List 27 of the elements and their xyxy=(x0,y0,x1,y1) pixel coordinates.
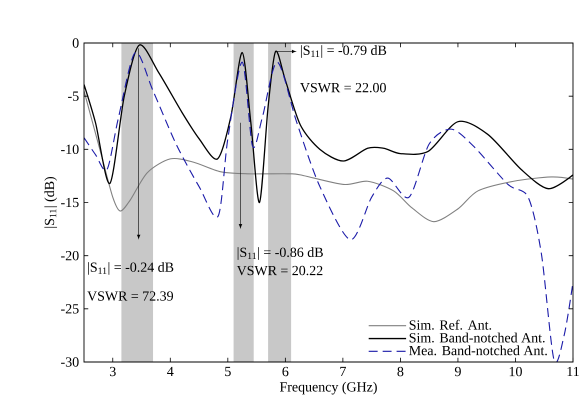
x-tick-label: 11 xyxy=(568,366,579,376)
y-axis-title: |S$_{11}$| (dB) xyxy=(44,176,58,228)
y-tick-label: -15 xyxy=(61,198,79,208)
legend-label: Sim. Band-notched Ant. xyxy=(410,332,545,343)
y-tick-label: -20 xyxy=(61,250,79,260)
y-tick-label: -25 xyxy=(61,304,79,314)
x-tick-label: 9 xyxy=(454,366,461,376)
x-axis-title: Frequency (GHz) xyxy=(280,382,377,394)
annotation: VSWR = 20.22 xyxy=(236,266,322,276)
legend-label: Sim. Ref. Ant. xyxy=(410,320,492,330)
annotation: |S$_{11}$| = -0.79 dB xyxy=(300,45,386,58)
x-tick-label: 4 xyxy=(167,366,174,376)
legend-label: Mea. Band-notched Ant. xyxy=(409,345,547,356)
x-tick-label: 10 xyxy=(510,366,522,376)
y-tick-label: -10 xyxy=(61,144,79,154)
y-tick-label: 0 xyxy=(72,38,79,48)
annotation: VSWR = 72.39 xyxy=(87,291,174,301)
annotation: VSWR = 22.00 xyxy=(300,82,386,92)
x-tick-label: 6 xyxy=(282,366,288,376)
y-tick-label: -5 xyxy=(68,92,79,101)
x-tick-label: 3 xyxy=(110,366,116,376)
x-tick-label: 8 xyxy=(397,366,404,376)
x-tick-label: 5 xyxy=(225,366,231,376)
y-tick-label: -30 xyxy=(61,357,79,367)
annotation: |S$_{11}$| = -0.24 dB xyxy=(88,262,174,275)
x-tick-label: 7 xyxy=(340,366,346,376)
annotation: |S$_{11}$| = -0.86 dB xyxy=(238,247,323,260)
